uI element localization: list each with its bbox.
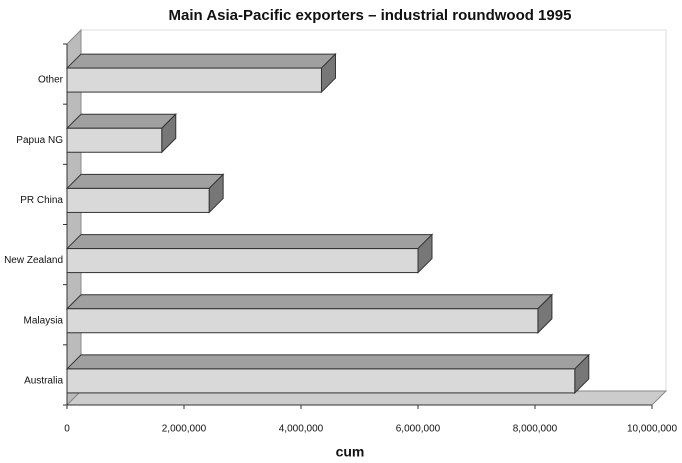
y-tick-label: New Zealand	[4, 255, 63, 266]
bar-top	[65, 354, 590, 370]
chart-title: Main Asia-Pacific exporters – industrial…	[169, 7, 572, 24]
bar	[66, 67, 322, 93]
y-tick-label: Australia	[24, 376, 63, 387]
bar-top	[65, 294, 554, 310]
y-tick-label: PR China	[20, 195, 63, 206]
bar	[66, 308, 539, 334]
bar-top	[65, 113, 177, 129]
bar-top	[65, 53, 337, 69]
x-tick-label: 10,000,000	[627, 424, 677, 435]
bar	[66, 187, 210, 213]
x-tick-label: 0	[64, 424, 70, 435]
x-tick-label: 6,000,000	[396, 424, 441, 435]
bar	[66, 127, 163, 153]
x-tick-label: 4,000,000	[279, 424, 324, 435]
bar	[66, 248, 419, 274]
bar-top	[65, 173, 225, 189]
x-tick-label: 2,000,000	[162, 424, 207, 435]
x-axis-title: cum	[336, 444, 365, 460]
y-tick-label: Other	[38, 75, 64, 86]
y-tick-label: Malaysia	[24, 315, 64, 326]
bar	[66, 368, 576, 394]
bar-top	[65, 234, 434, 250]
x-tick-label: 8,000,000	[513, 424, 558, 435]
y-tick-label: Papua NG	[16, 135, 63, 146]
